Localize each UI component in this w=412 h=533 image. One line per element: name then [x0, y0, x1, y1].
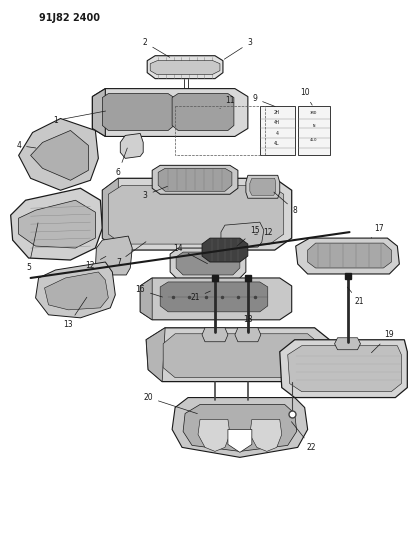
Polygon shape — [158, 168, 232, 191]
Polygon shape — [250, 419, 282, 451]
Polygon shape — [308, 243, 391, 268]
Polygon shape — [172, 94, 234, 131]
Text: 18: 18 — [243, 316, 253, 332]
Text: 12: 12 — [255, 228, 273, 237]
Polygon shape — [92, 88, 105, 136]
Polygon shape — [172, 398, 308, 457]
Polygon shape — [152, 165, 238, 194]
Polygon shape — [120, 133, 143, 158]
Polygon shape — [146, 328, 165, 382]
Text: 4: 4 — [275, 131, 278, 136]
Polygon shape — [44, 272, 108, 310]
Polygon shape — [235, 328, 261, 342]
Text: 3: 3 — [224, 38, 252, 59]
Polygon shape — [19, 118, 98, 190]
Text: 10: 10 — [300, 88, 312, 105]
Polygon shape — [35, 262, 115, 318]
Text: 3RD: 3RD — [310, 110, 317, 115]
Polygon shape — [140, 278, 292, 320]
Text: 3: 3 — [143, 187, 168, 200]
Polygon shape — [160, 282, 268, 312]
Text: 4H: 4H — [274, 120, 280, 125]
Polygon shape — [335, 338, 360, 350]
Text: 8: 8 — [274, 192, 297, 215]
Polygon shape — [170, 248, 246, 280]
Text: 17: 17 — [371, 224, 384, 238]
Text: 4LO: 4LO — [310, 139, 317, 142]
Text: 2: 2 — [143, 38, 170, 57]
Text: 4: 4 — [16, 141, 36, 150]
Text: 5: 5 — [26, 223, 38, 272]
Text: N: N — [312, 125, 315, 128]
Polygon shape — [260, 106, 295, 156]
Polygon shape — [183, 405, 297, 451]
Text: 21: 21 — [190, 291, 211, 302]
Polygon shape — [250, 179, 276, 195]
Polygon shape — [202, 238, 248, 262]
Text: 21: 21 — [347, 287, 364, 306]
Polygon shape — [19, 200, 95, 248]
Polygon shape — [150, 61, 220, 75]
Ellipse shape — [226, 348, 254, 362]
Text: 19: 19 — [371, 330, 394, 353]
Text: 6: 6 — [116, 148, 127, 177]
Polygon shape — [298, 106, 330, 156]
Text: 4L: 4L — [274, 141, 280, 147]
Text: 91J82 2400: 91J82 2400 — [39, 13, 100, 23]
Text: 1: 1 — [53, 111, 105, 125]
Text: 15: 15 — [237, 225, 260, 246]
Polygon shape — [108, 185, 284, 244]
Polygon shape — [30, 131, 89, 180]
Text: 12: 12 — [86, 256, 106, 270]
Polygon shape — [102, 94, 174, 131]
Text: 2H: 2H — [274, 110, 280, 115]
Polygon shape — [246, 175, 280, 198]
Text: 11: 11 — [220, 96, 235, 109]
Text: 16: 16 — [136, 285, 162, 297]
Text: 7: 7 — [116, 242, 146, 266]
Polygon shape — [92, 88, 248, 136]
Polygon shape — [221, 222, 264, 248]
Polygon shape — [198, 419, 230, 451]
Polygon shape — [11, 188, 102, 260]
Polygon shape — [288, 346, 401, 392]
Polygon shape — [176, 252, 240, 275]
Polygon shape — [296, 238, 399, 274]
Polygon shape — [280, 340, 407, 398]
Polygon shape — [228, 430, 252, 453]
Polygon shape — [202, 328, 228, 342]
Text: 9: 9 — [253, 94, 275, 107]
Polygon shape — [95, 236, 132, 275]
Polygon shape — [102, 179, 118, 250]
Polygon shape — [163, 334, 320, 377]
Text: 20: 20 — [143, 393, 197, 414]
Polygon shape — [102, 179, 292, 250]
Text: 22: 22 — [291, 422, 316, 452]
Text: 13: 13 — [63, 297, 87, 329]
Text: 14: 14 — [173, 244, 208, 264]
Polygon shape — [146, 328, 332, 382]
Polygon shape — [140, 278, 152, 320]
Polygon shape — [147, 56, 223, 79]
